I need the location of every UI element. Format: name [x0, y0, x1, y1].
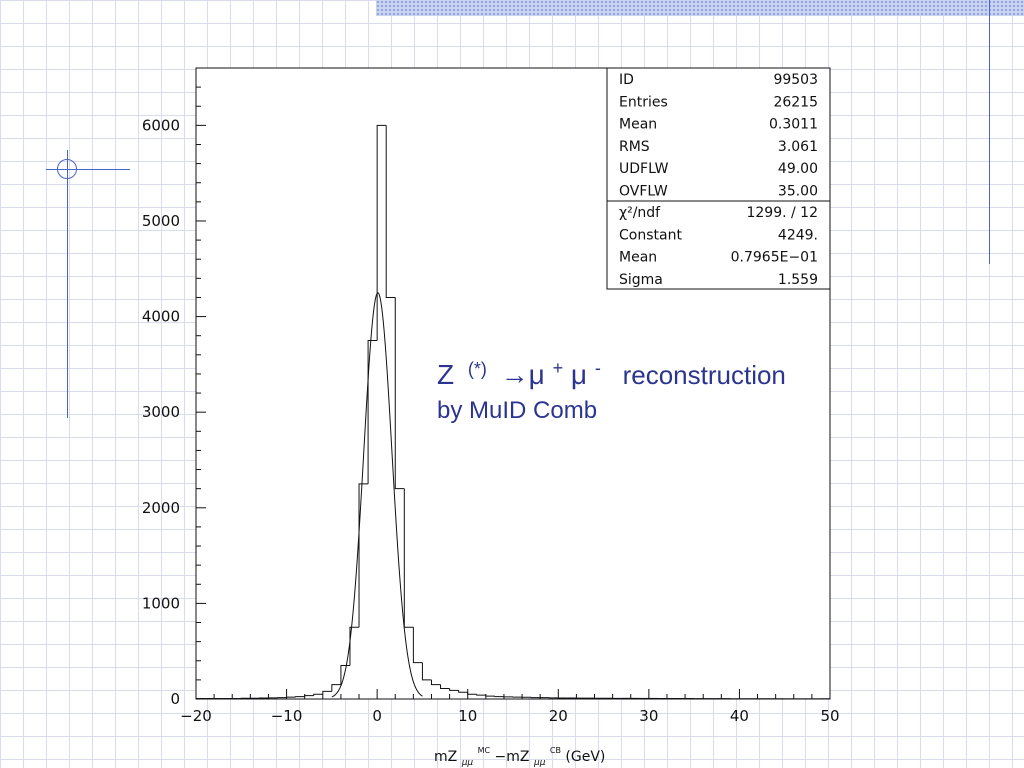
histogram-bin	[358, 483, 369, 628]
stats-box: ID 99503 Entries 26215 Mean 0.3011 RMS 3.061 UDF…	[606, 67, 831, 290]
y-tick-label: 5000	[142, 212, 180, 230]
histogram-bin	[394, 297, 405, 490]
x-axis-label: mZ μμ MC −mZ μμ CB (GeV)	[434, 741, 605, 768]
y-tick-label: 1000	[142, 594, 180, 612]
right-vertical-rule	[989, 0, 990, 264]
x-tick-label: 10	[458, 707, 477, 725]
stats-rows: ID 99503 Entries 26215 Mean 0.3011 RMS 3.061 UDF…	[619, 72, 818, 288]
histogram-bin	[376, 124, 387, 341]
x-label-sub1: μμ	[461, 758, 474, 768]
y-tick-label: 2000	[142, 499, 180, 517]
fit-value: 1299. / 12	[746, 205, 818, 221]
stats-value: 0.3011	[769, 117, 818, 133]
histogram-bin	[331, 684, 341, 692]
fit-value: 4249.	[778, 227, 818, 243]
y-tick-label: 3000	[142, 403, 180, 421]
x-label-unit: (GeV)	[565, 749, 605, 765]
left-horizontal-rule	[46, 169, 130, 170]
reconstruction-annotation: Z (*) →μ + μ - reconstruction by MuID Co…	[437, 349, 786, 424]
fit-label: Constant	[619, 227, 682, 243]
stats-value: 99503	[773, 72, 818, 88]
stats-label: ID	[619, 72, 634, 88]
fit-label: χ²/ndf	[619, 205, 661, 221]
histogram-bin	[340, 665, 350, 685]
x-label-sub2: μμ	[533, 758, 546, 768]
histogram-bin	[421, 662, 432, 681]
x-label-mz2: −mZ	[495, 749, 530, 765]
histogram-bin	[467, 692, 477, 695]
fit-value: 1.559	[778, 272, 818, 288]
y-tick-label: 0	[170, 690, 180, 708]
annotation-minus: -	[595, 358, 601, 378]
x-label-sup2: CB	[550, 746, 561, 755]
crosshair-circle-icon	[57, 159, 77, 179]
histogram-bin	[430, 679, 441, 686]
annotation-star: (*)	[468, 359, 487, 379]
annotation-line-1: Z (*) →μ + μ - reconstruction	[437, 349, 786, 390]
histogram-bin	[313, 693, 323, 696]
histogram-bin	[322, 690, 332, 695]
x-tick-label: 30	[639, 707, 658, 725]
gaussian-fit-curve	[331, 292, 423, 698]
fit-value: 0.7965E−01	[731, 250, 818, 266]
histogram-bin	[304, 695, 314, 697]
x-label-mz1: mZ	[434, 749, 457, 765]
histogram-bin	[367, 339, 378, 484]
x-tick-label: −10	[271, 707, 303, 725]
histogram-bin	[449, 688, 459, 691]
histogram-bin	[440, 684, 450, 689]
stats-value: 35.00	[778, 184, 818, 200]
annotation-reconstruction: reconstruction	[623, 360, 786, 390]
x-tick-label: 20	[549, 707, 568, 725]
stats-box-frame	[606, 67, 831, 290]
y-minor-ticks	[196, 86, 201, 681]
stats-value: 3.061	[778, 139, 818, 155]
annotation-line-2: by MuID Comb	[437, 397, 597, 424]
x-axis: −20 −10 0 10 20 30 40 50	[180, 689, 840, 725]
y-tick-label: 4000	[142, 308, 180, 326]
x-tick-label: 50	[820, 707, 839, 725]
histogram-series	[195, 124, 831, 700]
annotation-mu: μ	[571, 359, 587, 390]
annotation-arrow-mu: →μ	[501, 359, 545, 390]
y-tick-label: 6000	[142, 116, 180, 134]
annotation-plus: +	[553, 358, 564, 378]
histogram-bin	[458, 690, 468, 693]
histogram-bin	[476, 694, 486, 696]
stats-label: RMS	[619, 139, 650, 155]
fit-label: Mean	[619, 250, 657, 266]
histogram-bin	[412, 627, 423, 664]
annotation-z: Z	[437, 359, 454, 390]
histogram-bin	[485, 695, 495, 697]
title-band-decoration	[376, 0, 1024, 16]
stats-value: 26215	[773, 94, 818, 110]
gaussian-fit-series	[331, 292, 423, 698]
stats-label: UDFLW	[619, 161, 669, 177]
stats-label: Mean	[619, 117, 657, 133]
stats-label: OVFLW	[619, 184, 668, 200]
y-axis: 0 1000 2000 3000 4000 5000 6000	[142, 116, 206, 708]
left-vertical-rule	[67, 150, 68, 418]
x-label-sup1: MC	[478, 746, 491, 755]
fit-label: Sigma	[619, 272, 663, 288]
histogram-bin	[385, 125, 396, 298]
stats-label: Entries	[619, 94, 668, 110]
stats-value: 49.00	[778, 161, 818, 177]
x-tick-label: −20	[180, 707, 212, 725]
x-tick-label: 40	[730, 707, 749, 725]
x-tick-label: 0	[372, 707, 382, 725]
histogram-bin	[349, 626, 360, 666]
